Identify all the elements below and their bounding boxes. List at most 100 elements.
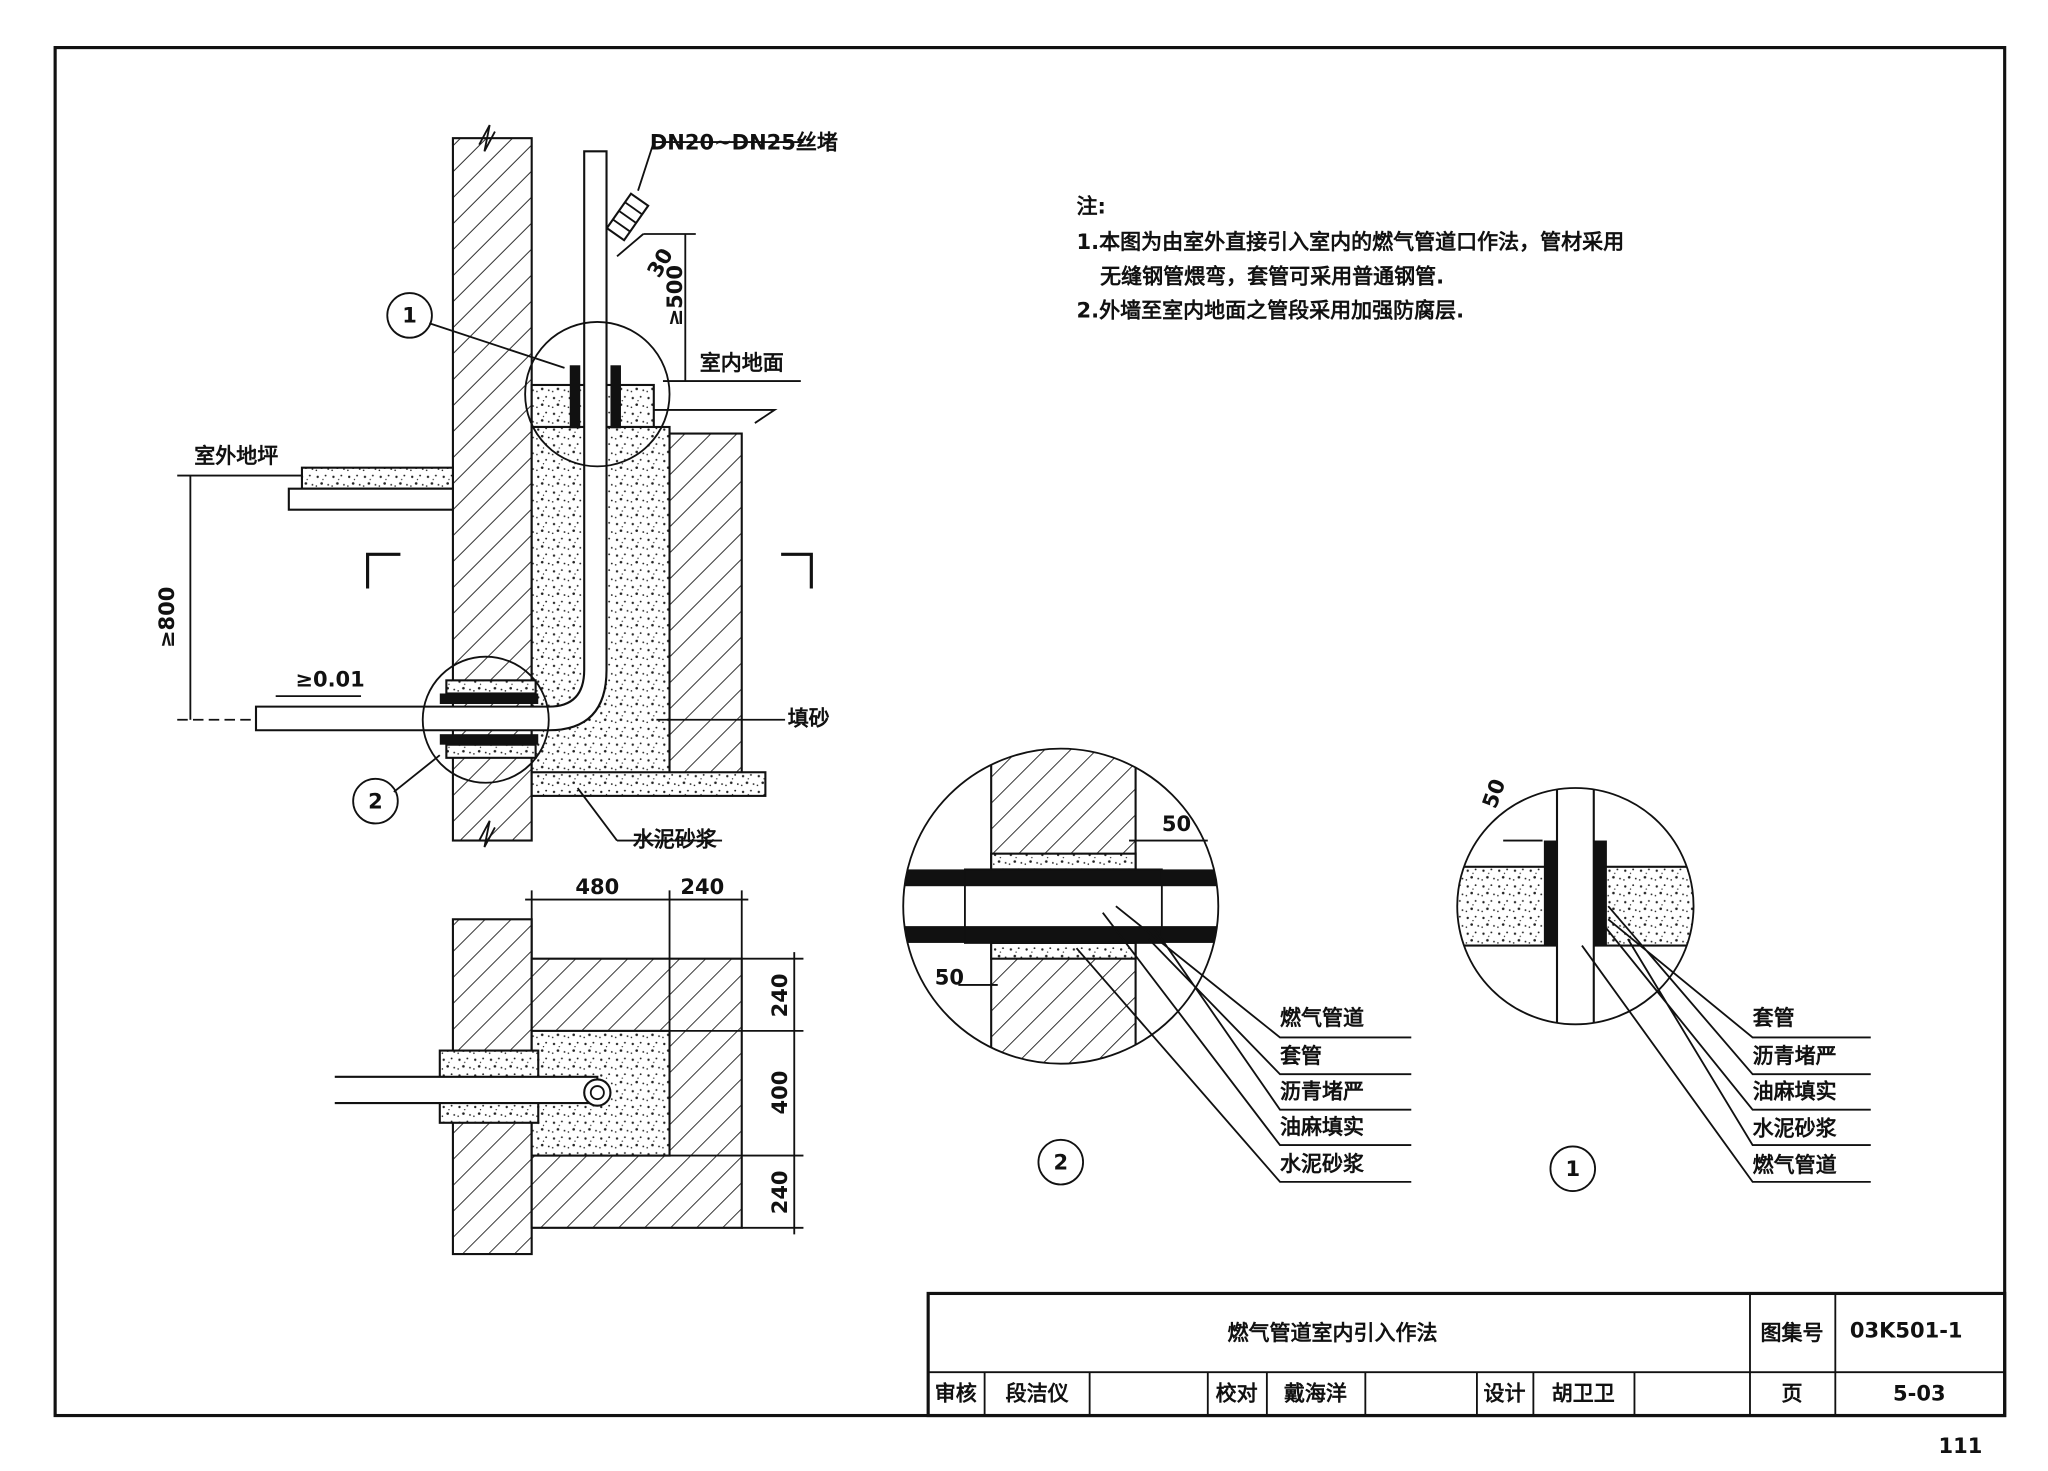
drawing-rect: [439, 693, 539, 704]
detail-label: 水泥砂浆: [1753, 1116, 1838, 1140]
detail-2: 50 50 燃气管道 套管 沥青堵严 油麻填实 水泥砂浆 2: [902, 747, 1412, 1186]
drawing-circle: [589, 1085, 605, 1101]
dim-50: 50: [1478, 776, 1511, 812]
drawing-path: [928, 1293, 2005, 1416]
atlas-number: 03K501-1: [1850, 1319, 1963, 1343]
drawing-path: [334, 1075, 599, 1105]
drawing-rect: [439, 734, 539, 745]
callout-number: 1: [402, 304, 417, 328]
drawing-circle: [583, 1078, 612, 1107]
notes: 注: 1.本图为由室外直接引入室内的燃气管道口作法，管材采用 无缝钢管煨弯，套管…: [1077, 195, 1625, 323]
drawing-g: [1457, 788, 1694, 1025]
page-number: 111: [1939, 1434, 1983, 1458]
page-code: 5-03: [1893, 1382, 1946, 1406]
slope: ≥0.01: [295, 667, 364, 691]
drawing-circle: [421, 655, 550, 784]
review-label: 审核: [935, 1382, 977, 1406]
drawing-g: [903, 748, 1219, 1064]
drawing-line: [616, 233, 644, 258]
drawing-rect: [990, 852, 1137, 871]
detail-label: 油麻填实: [1753, 1080, 1837, 1104]
detail-label: 沥青堵严: [1753, 1044, 1837, 1068]
detail-number: 1: [1565, 1157, 1580, 1181]
drawing-path: [478, 124, 496, 152]
dim-240: 240: [768, 1170, 792, 1214]
outdoor-ground: 室外地坪: [194, 444, 278, 468]
plug-label: DN20~DN25丝堵: [650, 130, 838, 154]
drawing-rect: [569, 365, 581, 429]
reviewer: 段洁仪: [1006, 1382, 1070, 1406]
detail-label: 燃气管道: [1280, 1006, 1364, 1030]
drawing-rect: [300, 466, 454, 490]
drawing-circle: [1037, 1138, 1084, 1186]
detail-label: 水泥砂浆: [1280, 1152, 1365, 1176]
dim-50: 50: [1162, 812, 1191, 836]
drawing-circle: [386, 292, 433, 339]
drawing-path: [653, 409, 778, 424]
drawing-rect: [445, 743, 537, 759]
note-line: 1.本图为由室外直接引入室内的燃气管道口作法，管材采用: [1077, 230, 1625, 254]
drawing-line: [393, 754, 441, 793]
design-label: 设计: [1483, 1382, 1525, 1406]
drawing-path: [781, 552, 813, 589]
cement-mortar: 水泥砂浆: [633, 828, 718, 852]
drawing-rect: [287, 487, 454, 511]
drawing-path: [1503, 839, 1871, 1183]
dim-240: 240: [768, 974, 792, 1018]
drawing-rect: [668, 432, 743, 776]
detail-label: 燃气管道: [1753, 1153, 1837, 1177]
drawing-path: [478, 820, 496, 848]
drawing-line: [624, 201, 643, 216]
drawing-circle: [1549, 1145, 1596, 1192]
drawing-rect: [903, 869, 1219, 886]
drawing-g: [605, 192, 650, 242]
drawing-rect: [903, 927, 1219, 943]
drawing-rect: [1555, 788, 1595, 1025]
drawing-rect: [990, 941, 1137, 960]
drawing-path: [1075, 905, 1412, 1183]
notes-heading: 注:: [1077, 195, 1106, 219]
dim-50: 50: [935, 965, 964, 989]
atlas-label: 图集号: [1761, 1321, 1824, 1345]
drawing-rect: [530, 771, 767, 797]
dim-240: 240: [680, 875, 724, 899]
detail-1: 50 套管 沥青堵严 油麻填实 水泥砂浆 燃气管道 1: [1456, 776, 1871, 1192]
indoor-floor: 室内地面: [700, 351, 784, 375]
drawing-circle: [352, 777, 399, 825]
drawing-circle: [524, 321, 671, 468]
detail-label: 套管: [1280, 1044, 1322, 1068]
drawing-line: [637, 141, 655, 191]
main-section: DN20~DN25丝堵 30 ≥500 室内地面 室外地坪 ≥800 ≥0.01…: [155, 124, 838, 852]
drawing-rect: [926, 1291, 2007, 1418]
drawing-rect: [903, 884, 1219, 929]
page-label: 页: [1782, 1382, 1803, 1406]
drawing-path: [366, 552, 401, 589]
dim-500: ≥500: [663, 265, 687, 326]
drawing-rect: [610, 365, 621, 429]
drawing-rect: [1543, 840, 1558, 946]
detail-label: 油麻填实: [1280, 1115, 1364, 1139]
drawing-circle: [902, 747, 1220, 1065]
drawing-title: 燃气管道室内引入作法: [1228, 1321, 1438, 1345]
detail-label: 套管: [1753, 1006, 1795, 1030]
note-line: 无缝钢管煨弯，套管可采用普通钢管.: [1100, 264, 1444, 288]
drawing-rect: [964, 868, 1163, 944]
callout-number: 2: [368, 789, 383, 813]
sheet-border: [53, 46, 2007, 1418]
fill-sand: 填砂: [788, 707, 830, 731]
note-line: 2.外墙至室内地面之管段采用加强防腐层.: [1077, 298, 1465, 322]
title-block: 燃气管道室内引入作法 图集号 03K501-1 审核 段洁仪 校对 戴海洋 设计…: [926, 1291, 2007, 1418]
drawing-circle: [1456, 787, 1695, 1026]
drawing-line: [618, 210, 637, 224]
drawing-line: [429, 322, 565, 369]
checker: 戴海洋: [1284, 1382, 1347, 1406]
designer: 胡卫卫: [1552, 1382, 1615, 1406]
plan-view: 480 240 240 400 240: [334, 875, 804, 1256]
drawing-line: [612, 218, 631, 233]
dim-800: ≥800: [155, 587, 179, 648]
detail-number: 2: [1053, 1150, 1068, 1174]
dim-400: 400: [768, 1071, 792, 1115]
dim-480: 480: [575, 875, 619, 899]
